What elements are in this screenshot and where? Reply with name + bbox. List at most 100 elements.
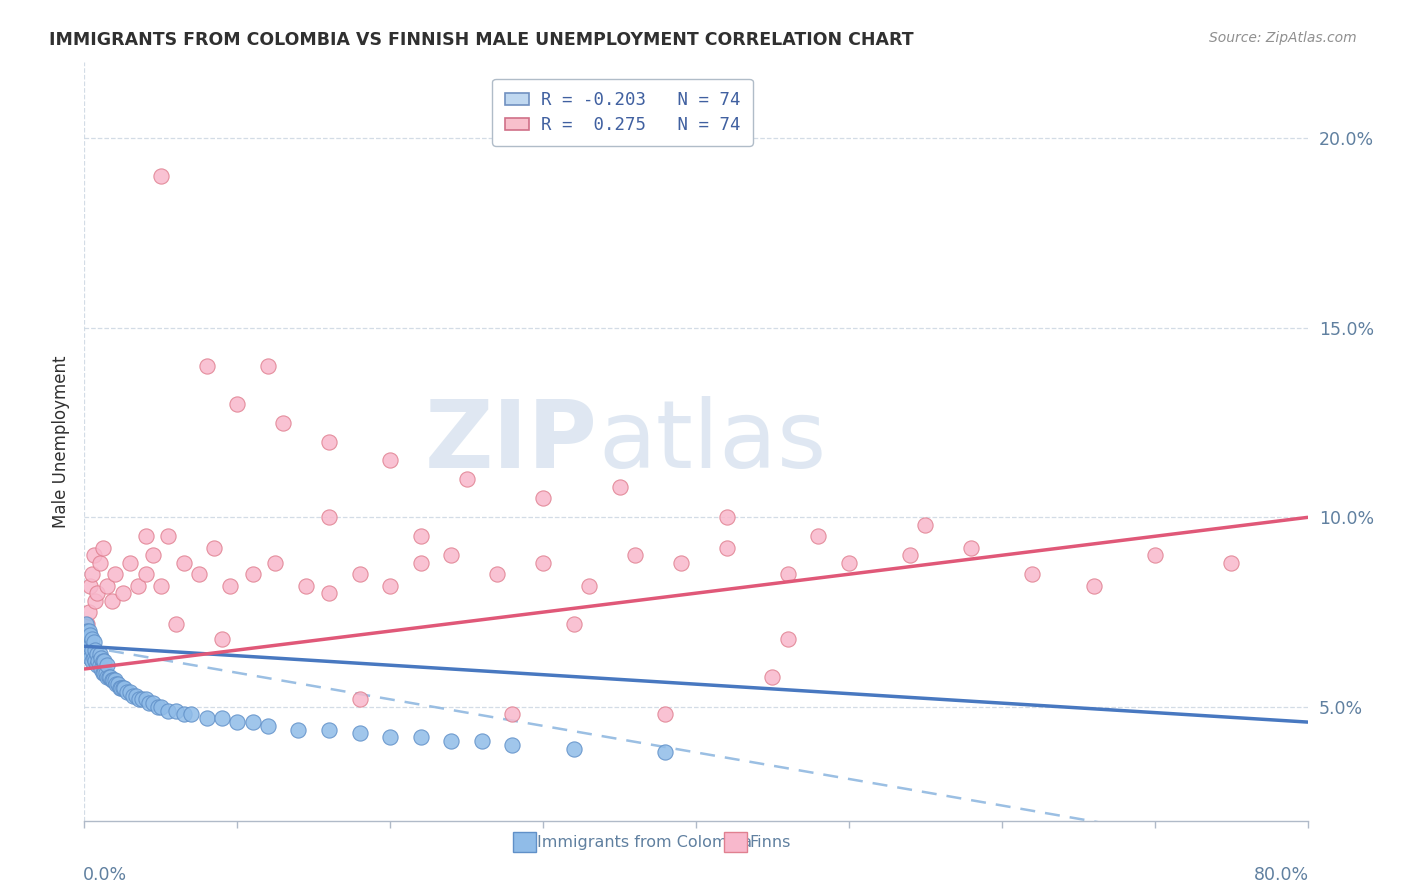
Point [654,707,676,722]
Point [440,734,463,748]
Point [349,567,371,582]
Point [77,605,100,619]
Point [149,169,172,184]
Point [93,665,115,680]
Point [380,579,402,593]
Point [456,473,478,487]
Point [111,586,134,600]
Point [83,548,105,563]
Point [149,579,172,593]
Point [180,707,202,722]
Point [716,510,738,524]
Point [242,715,264,730]
Point [110,681,132,695]
Point [104,673,127,688]
Point [84,594,107,608]
Text: Immigrants from Colombia: Immigrants from Colombia [537,835,752,849]
Point [295,579,318,593]
Text: Source: ZipAtlas.com: Source: ZipAtlas.com [1209,31,1357,45]
Point [79,628,101,642]
Point [79,579,101,593]
Point [77,635,100,649]
Point [111,681,134,695]
Point [807,529,830,543]
Point [76,643,98,657]
Point [776,632,799,646]
Point [157,704,180,718]
Point [142,696,165,710]
Point [86,586,108,600]
Point [104,567,127,582]
Point [257,359,280,373]
Point [242,567,264,582]
Text: Finns: Finns [749,835,790,849]
Point [101,594,124,608]
Point [83,635,105,649]
Point [90,650,112,665]
Point [531,556,554,570]
Text: atlas: atlas [598,395,827,488]
Point [173,707,195,722]
Point [75,632,97,646]
Point [80,632,103,646]
Point [122,689,145,703]
Point [960,541,983,555]
Point [79,650,101,665]
Point [103,673,125,688]
Point [97,669,120,684]
Point [409,730,432,744]
Point [84,643,107,657]
Point [502,707,524,722]
Point [77,624,100,639]
Point [318,586,340,600]
Point [188,567,211,582]
Point [562,616,585,631]
Point [578,579,600,593]
Point [83,650,105,665]
Point [75,624,97,639]
Point [562,741,585,756]
Point [86,647,108,661]
Point [105,677,128,691]
Point [76,632,98,646]
Text: 80.0%: 80.0% [1254,866,1309,884]
Point [1021,567,1043,582]
Point [898,548,921,563]
Point [75,616,97,631]
Point [349,692,371,706]
Point [75,643,97,657]
Point [202,541,225,555]
Point [80,655,103,669]
Point [211,632,233,646]
Point [96,579,118,593]
Point [195,359,218,373]
Point [1143,548,1166,563]
Point [226,715,249,730]
Point [257,719,280,733]
Point [75,643,97,657]
Point [318,510,340,524]
Point [287,723,309,737]
Point [1220,556,1243,570]
Point [128,692,150,706]
Point [776,567,799,582]
Point [89,556,111,570]
Point [91,541,114,555]
Point [761,669,783,684]
Text: 0.0%: 0.0% [83,866,128,884]
Point [669,556,692,570]
Point [135,567,157,582]
Point [76,616,98,631]
Point [226,396,249,410]
Point [838,556,860,570]
Point [318,434,340,449]
Point [87,655,110,669]
Point [138,696,160,710]
Point [409,529,432,543]
Point [914,517,936,532]
Point [77,647,100,661]
Point [112,681,135,695]
Point [142,548,165,563]
Point [195,711,218,725]
Point [96,658,118,673]
